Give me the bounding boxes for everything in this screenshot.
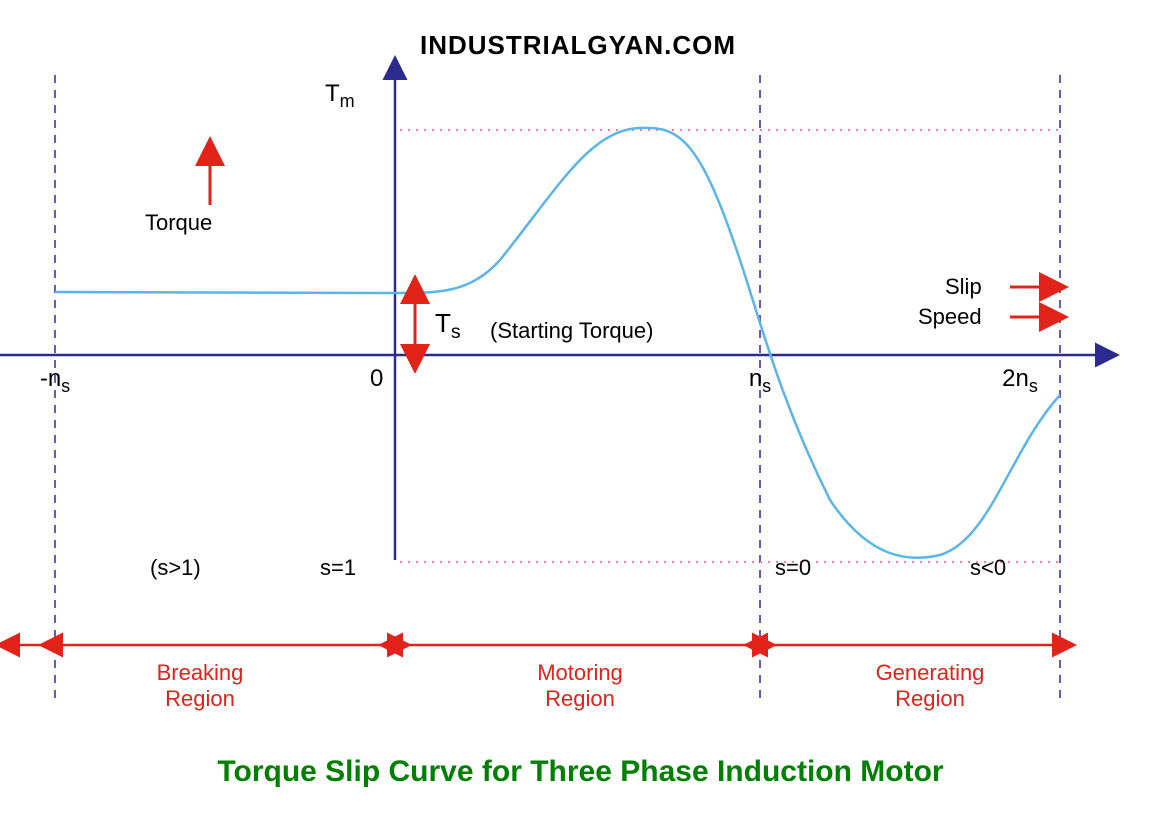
slip-s-eq0: s=0 [775,555,811,581]
region-label: BreakingRegion [157,660,244,712]
diagram-title: Torque Slip Curve for Three Phase Induct… [0,755,1161,789]
x-tick-label: ns [749,365,771,397]
ts-label: Ts [435,308,461,344]
speed-label: Speed [918,304,982,330]
slip-label: Slip [945,274,982,300]
starting-torque-label: (Starting Torque) [490,318,653,344]
torque-label: Torque [145,210,212,236]
y-axis-label: Tm [325,80,355,112]
site-watermark: INDUSTRIALGYAN.COM [420,30,736,61]
slip-s-gt1: (s>1) [150,555,201,581]
slip-s-lt0: s<0 [970,555,1006,581]
x-tick-label: 0 [370,365,383,393]
x-tick-label: 2ns [1002,365,1038,397]
region-label: MotoringRegion [537,660,623,712]
x-tick-label: -ns [40,365,70,397]
region-label: GeneratingRegion [876,660,985,712]
slip-s-eq1: s=1 [320,555,356,581]
